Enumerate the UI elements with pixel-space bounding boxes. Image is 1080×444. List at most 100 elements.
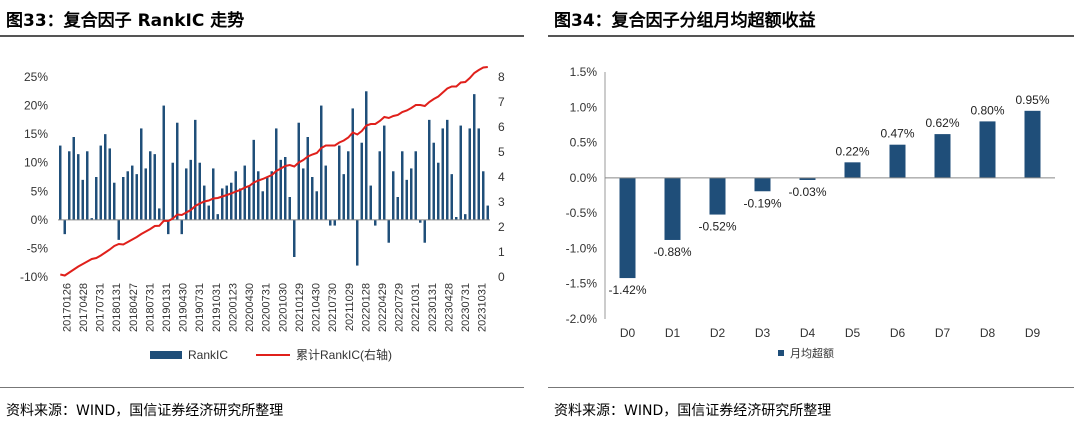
y-tick-label: -1.5% <box>566 277 598 291</box>
rankic-bar <box>347 151 350 220</box>
rankic-bar <box>198 162 201 220</box>
rankic-bar <box>162 105 165 220</box>
cumulative-rankic-line <box>60 66 488 277</box>
rankic-bar <box>248 185 251 220</box>
group-bar <box>934 134 951 178</box>
rankic-bar <box>473 94 476 220</box>
rankic-bar <box>270 171 273 220</box>
rankic-bar <box>113 182 116 220</box>
rankic-bar <box>378 151 381 220</box>
rankic-bar <box>441 128 444 220</box>
rankic-bar <box>171 162 174 220</box>
rankic-bar <box>68 151 71 220</box>
rankic-bar <box>320 105 323 220</box>
source-divider <box>0 387 524 388</box>
source-note: 资料来源：WIND，国信证券经济研究所整理 <box>6 403 284 419</box>
x-tick-label: D4 <box>800 326 816 340</box>
group-bar <box>664 177 681 240</box>
y-right-tick-label: 7 <box>498 95 505 109</box>
group-bar <box>619 177 636 279</box>
x-tick-label: 20190430 <box>178 283 190 332</box>
group-excess-chart: -2.0% -1.5% -1.0% -0.5% 0.0% 0.5% 1.0% 1.5% -1.4… <box>566 65 1055 360</box>
x-tick-label: 20221031 <box>410 283 422 332</box>
x-tick-label: 20201030 <box>277 283 289 332</box>
rankic-bar <box>396 197 399 220</box>
rankic-bar <box>180 219 183 235</box>
group-bar <box>709 177 726 215</box>
y-left-tick-label: 5% <box>31 184 49 198</box>
rankic-bar <box>234 171 237 220</box>
title-divider <box>0 35 524 37</box>
rankic-bar <box>369 185 372 220</box>
rankic-bar <box>158 208 161 220</box>
rankic-bar <box>351 108 354 220</box>
x-tick-label: 20180427 <box>128 283 140 332</box>
rankic-bar <box>135 174 138 220</box>
rankic-bar <box>284 157 287 220</box>
rankic-bar <box>419 219 422 223</box>
rankic-bar <box>257 171 260 220</box>
rankic-bar <box>459 125 462 220</box>
rankic-bar <box>149 151 152 220</box>
y-left-tick-label: -5% <box>27 241 49 255</box>
rankic-bar <box>117 219 120 240</box>
y-right-tick-label: 3 <box>498 195 505 209</box>
x-tick-label: 20200430 <box>244 283 256 332</box>
rankic-bar <box>405 179 408 220</box>
x-tick-label: D3 <box>755 326 771 340</box>
x-tick-label: D0 <box>620 326 636 340</box>
rankic-bar <box>99 145 102 220</box>
bar-data-label: -0.88% <box>653 245 691 259</box>
x-tick-label: 20200731 <box>261 283 273 332</box>
rankic-bar <box>230 182 233 220</box>
rankic-bar <box>207 205 210 220</box>
rankic-bar <box>423 219 426 243</box>
x-tick-label: 20211029 <box>344 283 356 331</box>
rankic-panel: 图33：复合因子 RankIC 走势 -10% -5% 0% 5% 10% 15% 20% 2… <box>0 0 530 444</box>
rankic-bar <box>342 174 345 220</box>
x-tick-label: 20220729 <box>394 283 406 332</box>
rankic-bar <box>446 119 449 220</box>
rankic-bar <box>261 191 264 220</box>
y-left-tick-label: -10% <box>20 270 48 284</box>
rankic-bar <box>81 179 84 220</box>
x-tick-label: D1 <box>665 326 681 340</box>
group-bar <box>844 162 861 178</box>
rankic-bar <box>315 191 318 220</box>
rankic-bar <box>297 122 300 220</box>
x-tick-label: D8 <box>980 326 996 340</box>
x-tick-label: 20230731 <box>460 283 472 332</box>
y-tick-label: 1.5% <box>570 65 598 79</box>
group-chart-title: 图34：复合因子分组月均超额收益 <box>554 11 816 31</box>
y-left-tick-label: 10% <box>24 156 48 170</box>
x-tick-label: 20191031 <box>211 283 223 332</box>
x-tick-label: D7 <box>935 326 951 340</box>
rankic-chart: -10% -5% 0% 5% 10% 15% 20% 25% 0 1 2 3 4 5 6 7 8 20170126… <box>20 66 505 362</box>
rankic-bar <box>401 151 404 220</box>
rankic-bar <box>153 154 156 220</box>
rankic-bar <box>194 119 197 220</box>
rankic-bar <box>428 119 431 220</box>
y-right-tick-label: 1 <box>498 245 505 259</box>
x-tick-label: 20210730 <box>327 283 339 332</box>
rankic-bar <box>176 122 179 220</box>
rankic-bar <box>86 151 89 220</box>
x-tick-label: 20220429 <box>377 283 389 332</box>
y-left-tick-label: 15% <box>24 127 48 141</box>
y-tick-label: 0.0% <box>570 171 598 185</box>
x-tick-label: 20190131 <box>161 283 173 332</box>
legend-label: 月均超额 <box>790 346 834 360</box>
y-left-tick-label: 25% <box>24 70 48 84</box>
y-tick-label: -1.0% <box>566 241 598 255</box>
rankic-bar <box>450 174 453 220</box>
rankic-bar <box>302 168 305 220</box>
rankic-bar <box>126 171 129 220</box>
rankic-bar <box>477 128 480 220</box>
rankic-bar <box>72 137 75 220</box>
rankic-bar <box>374 219 377 226</box>
group-bar <box>799 177 816 180</box>
y-right-tick-label: 8 <box>498 70 505 84</box>
rankic-bar <box>59 145 62 220</box>
rankic-bar <box>144 168 147 220</box>
rankic-bar <box>185 168 188 220</box>
